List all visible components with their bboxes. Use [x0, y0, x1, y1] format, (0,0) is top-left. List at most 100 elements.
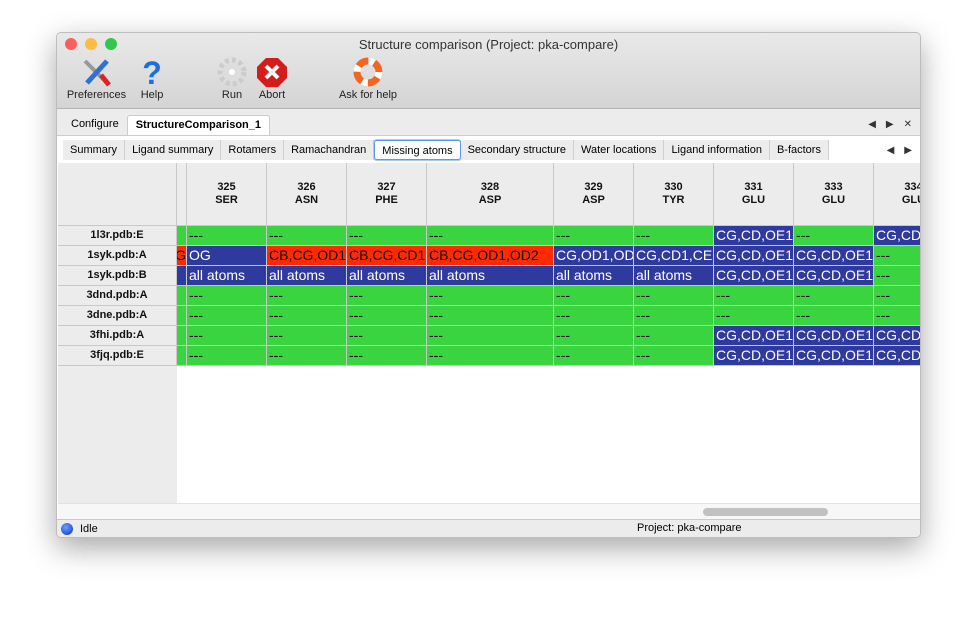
subtab-rotamers[interactable]: Rotamers [221, 140, 285, 160]
table-cell[interactable]: --- [347, 346, 427, 366]
column-header[interactable]: 334GLU [874, 163, 920, 226]
table-cell[interactable]: CG,CD,OE1 [714, 246, 794, 266]
table-cell[interactable]: CG,CD1,CE [634, 246, 714, 266]
table-cell[interactable]: all atoms [554, 266, 634, 286]
table-cell[interactable]: --- [347, 226, 427, 246]
tab-structurecomparison[interactable]: StructureComparison_1 [126, 115, 271, 135]
tab-left-icon[interactable]: ◀ [868, 119, 876, 130]
zoom-button[interactable] [105, 38, 117, 50]
table-cell[interactable]: --- [794, 226, 874, 246]
table-cell[interactable]: CG,OD1,OD [554, 246, 634, 266]
table-cell[interactable]: --- [554, 346, 634, 366]
table-cell[interactable]: --- [714, 286, 794, 306]
table-cell[interactable] [177, 226, 187, 246]
subtab-left-icon[interactable]: ◀ [886, 145, 895, 156]
row-header[interactable]: 3fjq.pdb:E [58, 346, 177, 366]
subtab-right-icon[interactable]: ▶ [904, 145, 912, 156]
table-cell[interactable]: CB,CG,OD1,OD2 [427, 246, 554, 266]
table-cell[interactable]: --- [714, 306, 794, 326]
subtab-missing-atoms[interactable]: Missing atoms [374, 140, 461, 160]
table-cell[interactable]: --- [634, 286, 714, 306]
tab-close-icon[interactable]: ✕ [903, 119, 912, 130]
column-header[interactable]: 330 TYR [634, 163, 714, 226]
table-cell[interactable]: --- [187, 226, 267, 246]
column-header[interactable]: 327 PHE [347, 163, 427, 226]
table-cell[interactable]: CB,CG,CD1 [347, 246, 427, 266]
table-cell[interactable]: CG,CD,OE1 [714, 326, 794, 346]
table-cell[interactable]: --- [427, 326, 554, 346]
table-cell[interactable]: --- [267, 286, 347, 306]
table-cell[interactable]: OG [187, 246, 267, 266]
table-cell[interactable]: --- [554, 306, 634, 326]
row-header[interactable]: 3dnd.pdb:A [58, 286, 177, 306]
table-cell[interactable]: --- [427, 346, 554, 366]
table-cell[interactable] [177, 306, 187, 326]
row-header[interactable]: 3fhi.pdb:A [58, 326, 177, 346]
table-cell[interactable]: CG,CD [874, 326, 920, 346]
table-cell[interactable]: --- [267, 306, 347, 326]
table-cell[interactable]: --- [874, 286, 920, 306]
table-cell[interactable]: --- [267, 326, 347, 346]
column-header[interactable]: 325 SER [187, 163, 267, 226]
subtab-ramachandran[interactable]: Ramachandran [284, 140, 375, 160]
table-cell[interactable]: CG,CD,OE1 [794, 346, 874, 366]
table-cell[interactable]: --- [874, 266, 920, 286]
table-cell[interactable]: all atoms [347, 266, 427, 286]
row-header[interactable]: 1l3r.pdb:E [58, 226, 177, 246]
table-cell[interactable]: --- [794, 306, 874, 326]
subtab-secondary-structure[interactable]: Secondary structure [460, 140, 575, 160]
abort-button[interactable]: Abort [253, 57, 291, 101]
subtab-water-locations[interactable]: Water locations [574, 140, 665, 160]
table-cell[interactable]: --- [874, 246, 920, 266]
table-cell[interactable] [177, 326, 187, 346]
close-button[interactable] [65, 38, 77, 50]
table-cell[interactable]: --- [347, 326, 427, 346]
table-cell[interactable]: CG,CD,OE1 [794, 246, 874, 266]
table-cell[interactable]: all atoms [267, 266, 347, 286]
table-cell[interactable]: --- [634, 226, 714, 246]
table-cell[interactable]: --- [794, 286, 874, 306]
subtab-ligand-information[interactable]: Ligand information [664, 140, 770, 160]
table-cell[interactable]: --- [634, 306, 714, 326]
table-cell[interactable]: --- [874, 306, 920, 326]
table-cell[interactable]: --- [187, 346, 267, 366]
table-cell[interactable]: all atoms [427, 266, 554, 286]
table-cell[interactable]: --- [187, 286, 267, 306]
table-cell[interactable]: --- [554, 286, 634, 306]
table-cell[interactable]: CG,CD [874, 346, 920, 366]
table-cell[interactable]: --- [267, 226, 347, 246]
table-cell[interactable]: CG,CD,OE1 [794, 266, 874, 286]
row-header[interactable]: 1syk.pdb:B [58, 266, 177, 286]
table-cell[interactable]: all atoms [187, 266, 267, 286]
column-header[interactable] [177, 163, 187, 226]
table-cell[interactable] [177, 286, 187, 306]
subtab-b-factors[interactable]: B-factors [769, 140, 829, 160]
run-button[interactable]: Run [215, 57, 249, 101]
table-cell[interactable]: CG,CD,OE1 [714, 266, 794, 286]
column-header[interactable]: 331 GLU [714, 163, 794, 226]
table-cell[interactable]: G [177, 246, 187, 266]
tab-right-icon[interactable]: ▶ [885, 119, 894, 130]
table-cell[interactable]: --- [634, 346, 714, 366]
table-cell[interactable]: --- [347, 306, 427, 326]
preferences-button[interactable]: Preferences [64, 57, 129, 101]
table-cell[interactable]: all atoms [634, 266, 714, 286]
scrollbar-thumb[interactable] [703, 508, 828, 516]
table-cell[interactable]: --- [634, 326, 714, 346]
table-cell[interactable]: --- [427, 306, 554, 326]
table-cell[interactable]: CB,CG,OD1 [267, 246, 347, 266]
table-cell[interactable]: --- [187, 326, 267, 346]
column-header[interactable]: 329 ASP [554, 163, 634, 226]
ask-for-help-button[interactable]: Ask for help [335, 57, 401, 101]
minimize-button[interactable] [85, 38, 97, 50]
column-header[interactable]: 333 GLU [794, 163, 874, 226]
table-cell[interactable]: --- [267, 346, 347, 366]
table-cell[interactable]: CG,CD [874, 226, 920, 246]
horizontal-scrollbar[interactable] [58, 503, 920, 519]
table-cell[interactable]: --- [347, 286, 427, 306]
table-cell[interactable] [177, 266, 187, 286]
column-header[interactable]: 326 ASN [267, 163, 347, 226]
subtab-ligand-summary[interactable]: Ligand summary [125, 140, 222, 160]
help-button[interactable]: ? Help [135, 57, 169, 101]
table-cell[interactable]: --- [427, 226, 554, 246]
